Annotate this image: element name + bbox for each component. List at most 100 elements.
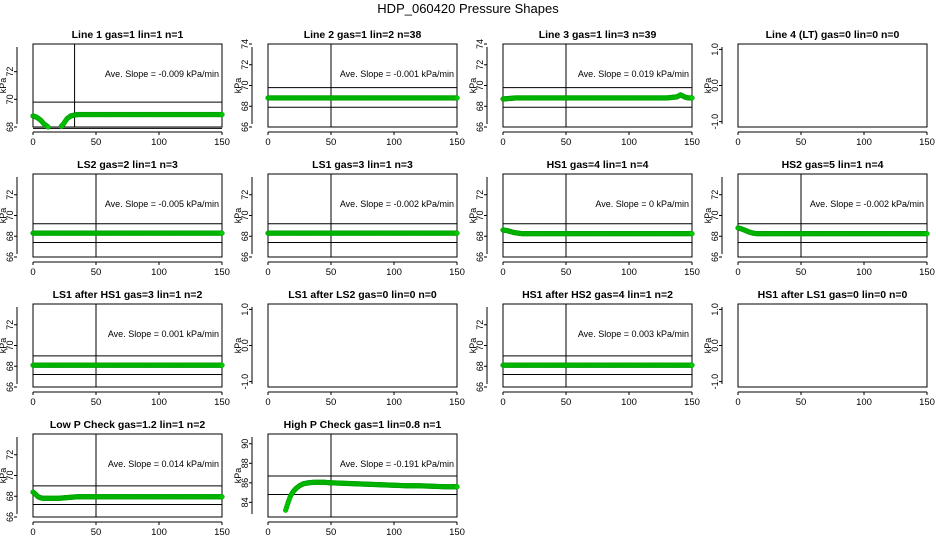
data-series: [500, 92, 695, 102]
y-tick-label: 72: [475, 320, 485, 330]
x-tick-label: 150: [449, 137, 465, 148]
y-axis-label: kPa: [0, 78, 8, 94]
x-tick-label: 100: [621, 397, 637, 408]
y-tick-label: 72: [475, 60, 485, 70]
y-axis-label: kPa: [0, 208, 8, 224]
plot-panel: LS1 after LS2 gas=0 lin=0 n=0 -1.0 0.0 1.0 k…: [233, 289, 465, 408]
data-point: [219, 362, 225, 368]
plot-title: Line 3 gas=1 lin=3 n=39: [539, 29, 657, 41]
x-tick-label: 0: [500, 397, 505, 408]
y-tick-label: 66: [5, 512, 15, 522]
x-tick-label: 150: [919, 397, 935, 408]
y-tick-label: 68: [5, 122, 15, 132]
y-tick-label: 70: [475, 340, 485, 350]
plot-panel: HS1 after HS2 gas=4 lin=1 n=2 66 68 70 72 kPa…: [468, 289, 700, 408]
x-tick-label: 150: [919, 267, 935, 278]
data-point: [219, 494, 225, 500]
x-tick-label: 100: [856, 267, 872, 278]
plot-box: [502, 43, 693, 128]
x-tick-label: 50: [91, 267, 102, 278]
plot-panel: LS1 gas=3 lin=1 n=3 66 68 70 72 kPa 0 50 100 150 A…: [233, 159, 465, 278]
y-axis-label: kPa: [0, 468, 8, 484]
data-point: [45, 124, 51, 130]
x-tick-label: 150: [449, 527, 465, 538]
data-series: [282, 479, 460, 513]
y-tick-label: 66: [475, 252, 485, 262]
data-series: [265, 230, 460, 236]
x-tick-label: 0: [265, 397, 270, 408]
x-tick-label: 150: [449, 397, 465, 408]
y-tick-label: 70: [5, 340, 15, 350]
x-tick-label: 50: [91, 527, 102, 538]
plot-title: HS1 after LS1 gas=0 lin=0 n=0: [758, 289, 908, 301]
y-tick-label: 0.0: [240, 339, 250, 352]
y-tick-label: 68: [240, 101, 250, 111]
plot-title: HS2 gas=5 lin=1 n=4: [782, 159, 884, 171]
data-series: [30, 230, 225, 236]
x-tick-label: 0: [30, 267, 35, 278]
x-tick-label: 150: [684, 267, 700, 278]
x-tick-label: 100: [856, 137, 872, 148]
x-tick-label: 100: [386, 397, 402, 408]
y-tick-label: 72: [240, 190, 250, 200]
plot-title: Line 1 gas=1 lin=1 n=1: [72, 29, 184, 41]
x-tick-label: 0: [30, 527, 35, 538]
y-tick-label: 1.0: [710, 303, 720, 316]
y-tick-label: -1.0: [710, 374, 720, 390]
slope-annotation: Ave. Slope = 0 kPa/min: [595, 199, 689, 209]
plot-box: [267, 43, 458, 128]
data-point: [689, 362, 695, 368]
x-tick-label: 150: [214, 527, 230, 538]
plot-title: LS1 after HS1 gas=3 lin=1 n=2: [53, 289, 203, 301]
y-tick-label: 72: [5, 67, 15, 77]
data-point: [454, 484, 460, 490]
plot-panel: Low P Check gas=1.2 lin=1 n=2 66 68 70 72 kPa…: [0, 419, 230, 538]
y-axis-label: kPa: [468, 338, 478, 354]
plot-box: [502, 173, 693, 258]
y-tick-label: 68: [240, 231, 250, 241]
x-tick-label: 50: [91, 397, 102, 408]
y-tick-label: 72: [240, 60, 250, 70]
x-tick-label: 0: [265, 527, 270, 538]
plot-box: [267, 173, 458, 258]
y-tick-label: 68: [5, 491, 15, 501]
x-tick-label: 0: [500, 267, 505, 278]
y-axis-label: kPa: [0, 338, 8, 354]
y-tick-label: 70: [240, 80, 250, 90]
data-series: [500, 362, 695, 368]
data-series: [735, 225, 930, 237]
y-tick-label: 70: [240, 210, 250, 220]
x-tick-label: 150: [684, 137, 700, 148]
x-tick-label: 150: [449, 267, 465, 278]
x-tick-label: 0: [735, 267, 740, 278]
x-tick-label: 100: [386, 527, 402, 538]
slope-annotation: Ave. Slope = -0.005 kPa/min: [105, 199, 219, 209]
x-tick-label: 50: [326, 137, 337, 148]
x-tick-label: 50: [561, 137, 572, 148]
y-tick-label: 72: [710, 190, 720, 200]
plot-title: HS1 gas=4 lin=1 n=4: [547, 159, 649, 171]
y-tick-label: 70: [5, 94, 15, 104]
plot-title: Line 4 (LT) gas=0 lin=0 n=0: [766, 29, 900, 41]
plot-panel: High P Check gas=1 lin=0.8 n=1 84 86 88 90 kP…: [233, 419, 465, 538]
plot-box: [737, 43, 928, 128]
x-tick-label: 50: [796, 267, 807, 278]
y-tick-label: 86: [240, 478, 250, 488]
plot-panel: LS1 after HS1 gas=3 lin=1 n=2 66 68 70 72 kPa…: [0, 289, 230, 408]
y-tick-label: 70: [475, 210, 485, 220]
slope-annotation: Ave. Slope = -0.002 kPa/min: [810, 199, 924, 209]
data-series: [30, 489, 225, 501]
y-tick-label: 70: [475, 80, 485, 90]
y-tick-label: 70: [5, 470, 15, 480]
x-tick-label: 50: [561, 267, 572, 278]
data-point: [219, 111, 225, 118]
x-tick-label: 100: [386, 267, 402, 278]
x-tick-label: 0: [265, 267, 270, 278]
y-tick-label: 66: [710, 252, 720, 262]
x-tick-label: 0: [500, 137, 505, 148]
y-tick-label: 68: [475, 231, 485, 241]
x-tick-label: 100: [151, 527, 167, 538]
x-tick-label: 150: [214, 397, 230, 408]
data-series: [265, 95, 460, 101]
plot-box: [502, 303, 693, 388]
